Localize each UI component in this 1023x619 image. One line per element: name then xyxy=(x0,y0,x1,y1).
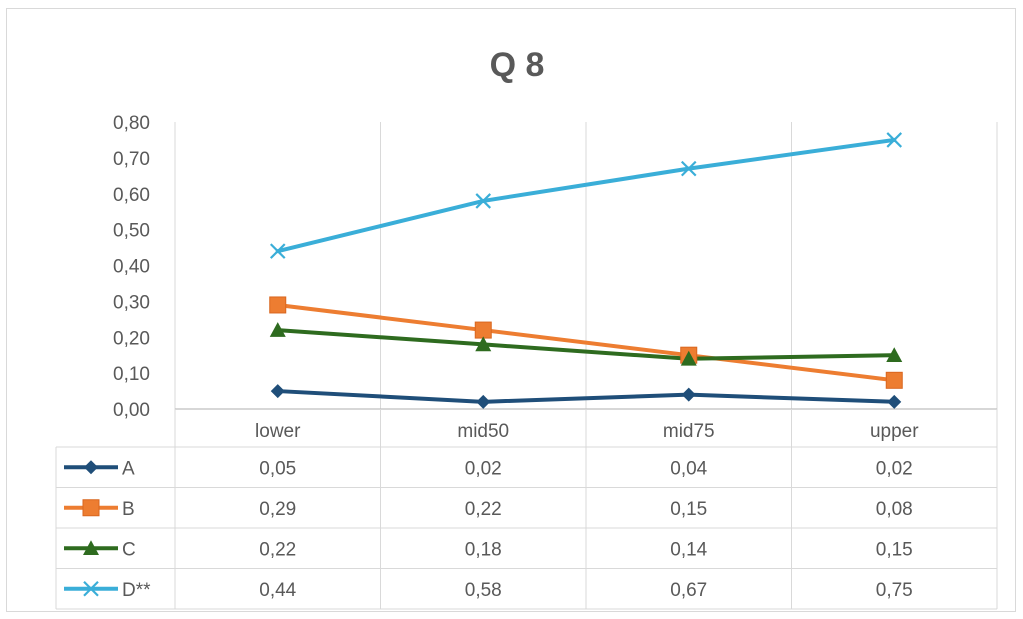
y-tick-label: 0,20 xyxy=(113,328,150,349)
table-cell-value: 0,02 xyxy=(465,458,502,479)
y-tick-label: 0,10 xyxy=(113,364,150,385)
data-point xyxy=(887,394,902,409)
table-cell-value: 0,58 xyxy=(465,580,502,601)
legend-series-name: C xyxy=(122,539,136,560)
x-category-label: mid50 xyxy=(457,421,509,442)
x-category-label: lower xyxy=(255,421,301,442)
chart-frame xyxy=(6,8,1016,612)
data-point xyxy=(475,193,492,209)
data-point xyxy=(886,132,903,148)
table-cell-value: 0,18 xyxy=(465,539,502,560)
x-category-label: upper xyxy=(870,421,919,442)
y-tick-label: 0,50 xyxy=(113,221,150,242)
table-cell-value: 0,04 xyxy=(670,458,707,479)
data-point xyxy=(680,350,697,366)
chart-title: Q 8 xyxy=(490,46,545,84)
y-tick-label: 0,30 xyxy=(113,292,150,313)
table-cell-value: 0,15 xyxy=(876,539,913,560)
y-tick-label: 0,60 xyxy=(113,185,150,206)
series-line-a xyxy=(275,389,897,404)
table-cell-value: 0,14 xyxy=(670,539,707,560)
table-cell-value: 0,15 xyxy=(670,499,707,520)
legend-key-marker xyxy=(82,499,100,517)
x-category-label: mid75 xyxy=(663,421,715,442)
legend-series-name: A xyxy=(122,458,135,479)
table-cell-value: 0,02 xyxy=(876,458,913,479)
series-line-c xyxy=(275,328,897,361)
y-tick-label: 0,00 xyxy=(113,400,150,421)
data-point xyxy=(270,384,285,399)
series-line-dstarstar xyxy=(275,137,897,254)
data-point xyxy=(680,160,697,177)
y-tick-label: 0,40 xyxy=(113,257,150,278)
y-tick-label: 0,70 xyxy=(113,149,150,170)
data-point xyxy=(885,371,903,389)
table-cell-value: 0,75 xyxy=(876,580,913,601)
data-point xyxy=(476,394,491,409)
data-point xyxy=(269,296,287,314)
data-point xyxy=(681,387,696,402)
series-line-b xyxy=(275,302,897,383)
y-tick-label: 0,80 xyxy=(113,113,150,134)
table-cell-value: 0,08 xyxy=(876,499,913,520)
table-cell-value: 0,29 xyxy=(259,499,296,520)
legend-series-name: D** xyxy=(122,580,151,601)
data-point xyxy=(474,321,492,339)
legend-key-marker xyxy=(83,580,99,597)
legend-key-marker xyxy=(84,460,98,475)
table-cell-value: 0,22 xyxy=(259,539,296,560)
data-point xyxy=(269,243,286,259)
data-point xyxy=(475,336,492,352)
legend-series-name: B xyxy=(122,499,135,520)
data-point xyxy=(886,347,903,362)
table-cell-value: 0,44 xyxy=(259,580,296,601)
table-cell-value: 0,05 xyxy=(259,458,296,479)
legend-key-marker xyxy=(83,540,99,556)
table-cell-value: 0,22 xyxy=(465,499,502,520)
data-point xyxy=(269,322,286,337)
table-cell-value: 0,67 xyxy=(670,580,707,601)
